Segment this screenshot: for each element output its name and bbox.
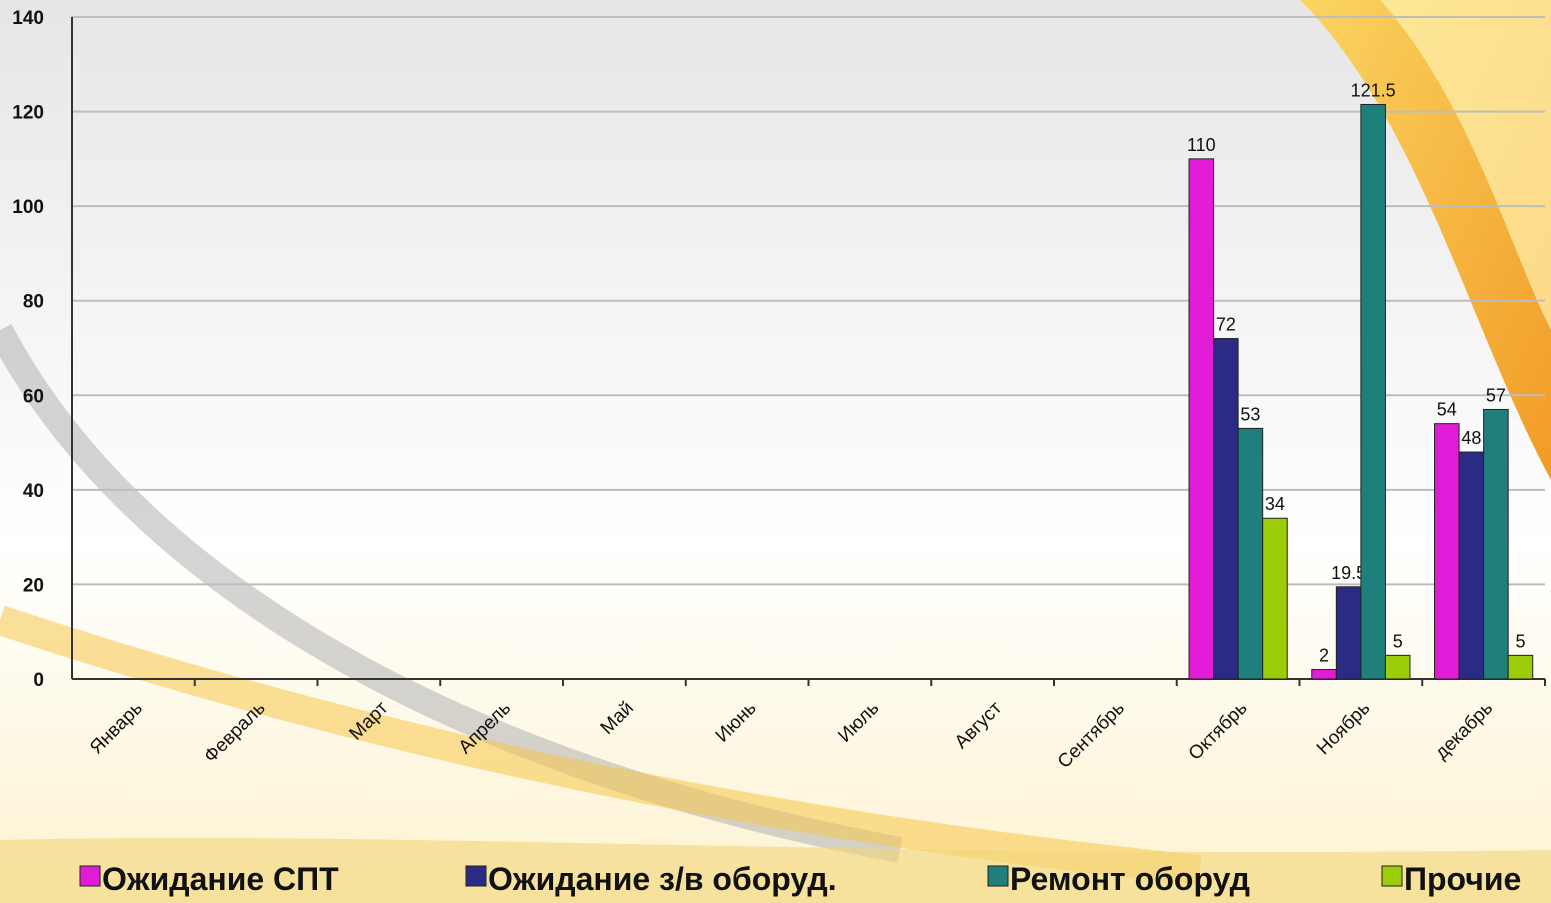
y-tick-label: 0 — [33, 670, 44, 691]
data-label: 48 — [1461, 428, 1481, 448]
bar — [1214, 339, 1239, 679]
y-tick-label: 80 — [23, 292, 44, 313]
legend-label: Ремонт оборуд — [1010, 861, 1250, 897]
data-label: 110 — [1187, 135, 1216, 155]
bar — [1385, 655, 1410, 679]
data-label: 54 — [1437, 400, 1457, 420]
y-tick-label: 120 — [12, 103, 44, 124]
legend-swatch — [466, 866, 486, 886]
bar — [1484, 409, 1509, 679]
data-label: 2 — [1319, 646, 1329, 666]
data-label: 5 — [1515, 631, 1525, 651]
bar — [1508, 655, 1533, 679]
data-label: 5 — [1393, 631, 1403, 651]
data-label: 57 — [1486, 385, 1506, 405]
y-tick-label: 140 — [12, 8, 44, 29]
page: {"chart_data": {"type": "bar", "categori… — [0, 0, 1551, 903]
data-label: 53 — [1240, 404, 1260, 424]
bar — [1312, 670, 1337, 679]
legend-label: Ожидание з/в оборуд. — [488, 861, 837, 897]
y-tick-label: 60 — [23, 386, 44, 407]
bar — [1189, 159, 1214, 679]
data-label: 34 — [1265, 494, 1285, 514]
bar — [1361, 104, 1386, 679]
bar — [1263, 518, 1288, 679]
bar — [1459, 452, 1484, 679]
data-label: 121.5 — [1351, 80, 1396, 100]
legend-label: Ожидание СПТ — [102, 861, 339, 897]
bar — [1336, 587, 1361, 679]
chart: 020406080100120140ЯнварьФевральМартАпрел… — [0, 0, 1551, 903]
legend-swatch — [1382, 866, 1402, 886]
y-tick-label: 40 — [23, 481, 44, 502]
background — [0, 0, 1551, 903]
y-tick-label: 20 — [23, 575, 44, 596]
legend-swatch — [988, 866, 1008, 886]
bar — [1435, 424, 1460, 679]
data-label: 72 — [1216, 315, 1236, 335]
legend-swatch — [80, 866, 100, 886]
bar — [1238, 428, 1263, 679]
y-tick-label: 100 — [12, 197, 44, 218]
legend-label: Прочие — [1404, 861, 1521, 897]
